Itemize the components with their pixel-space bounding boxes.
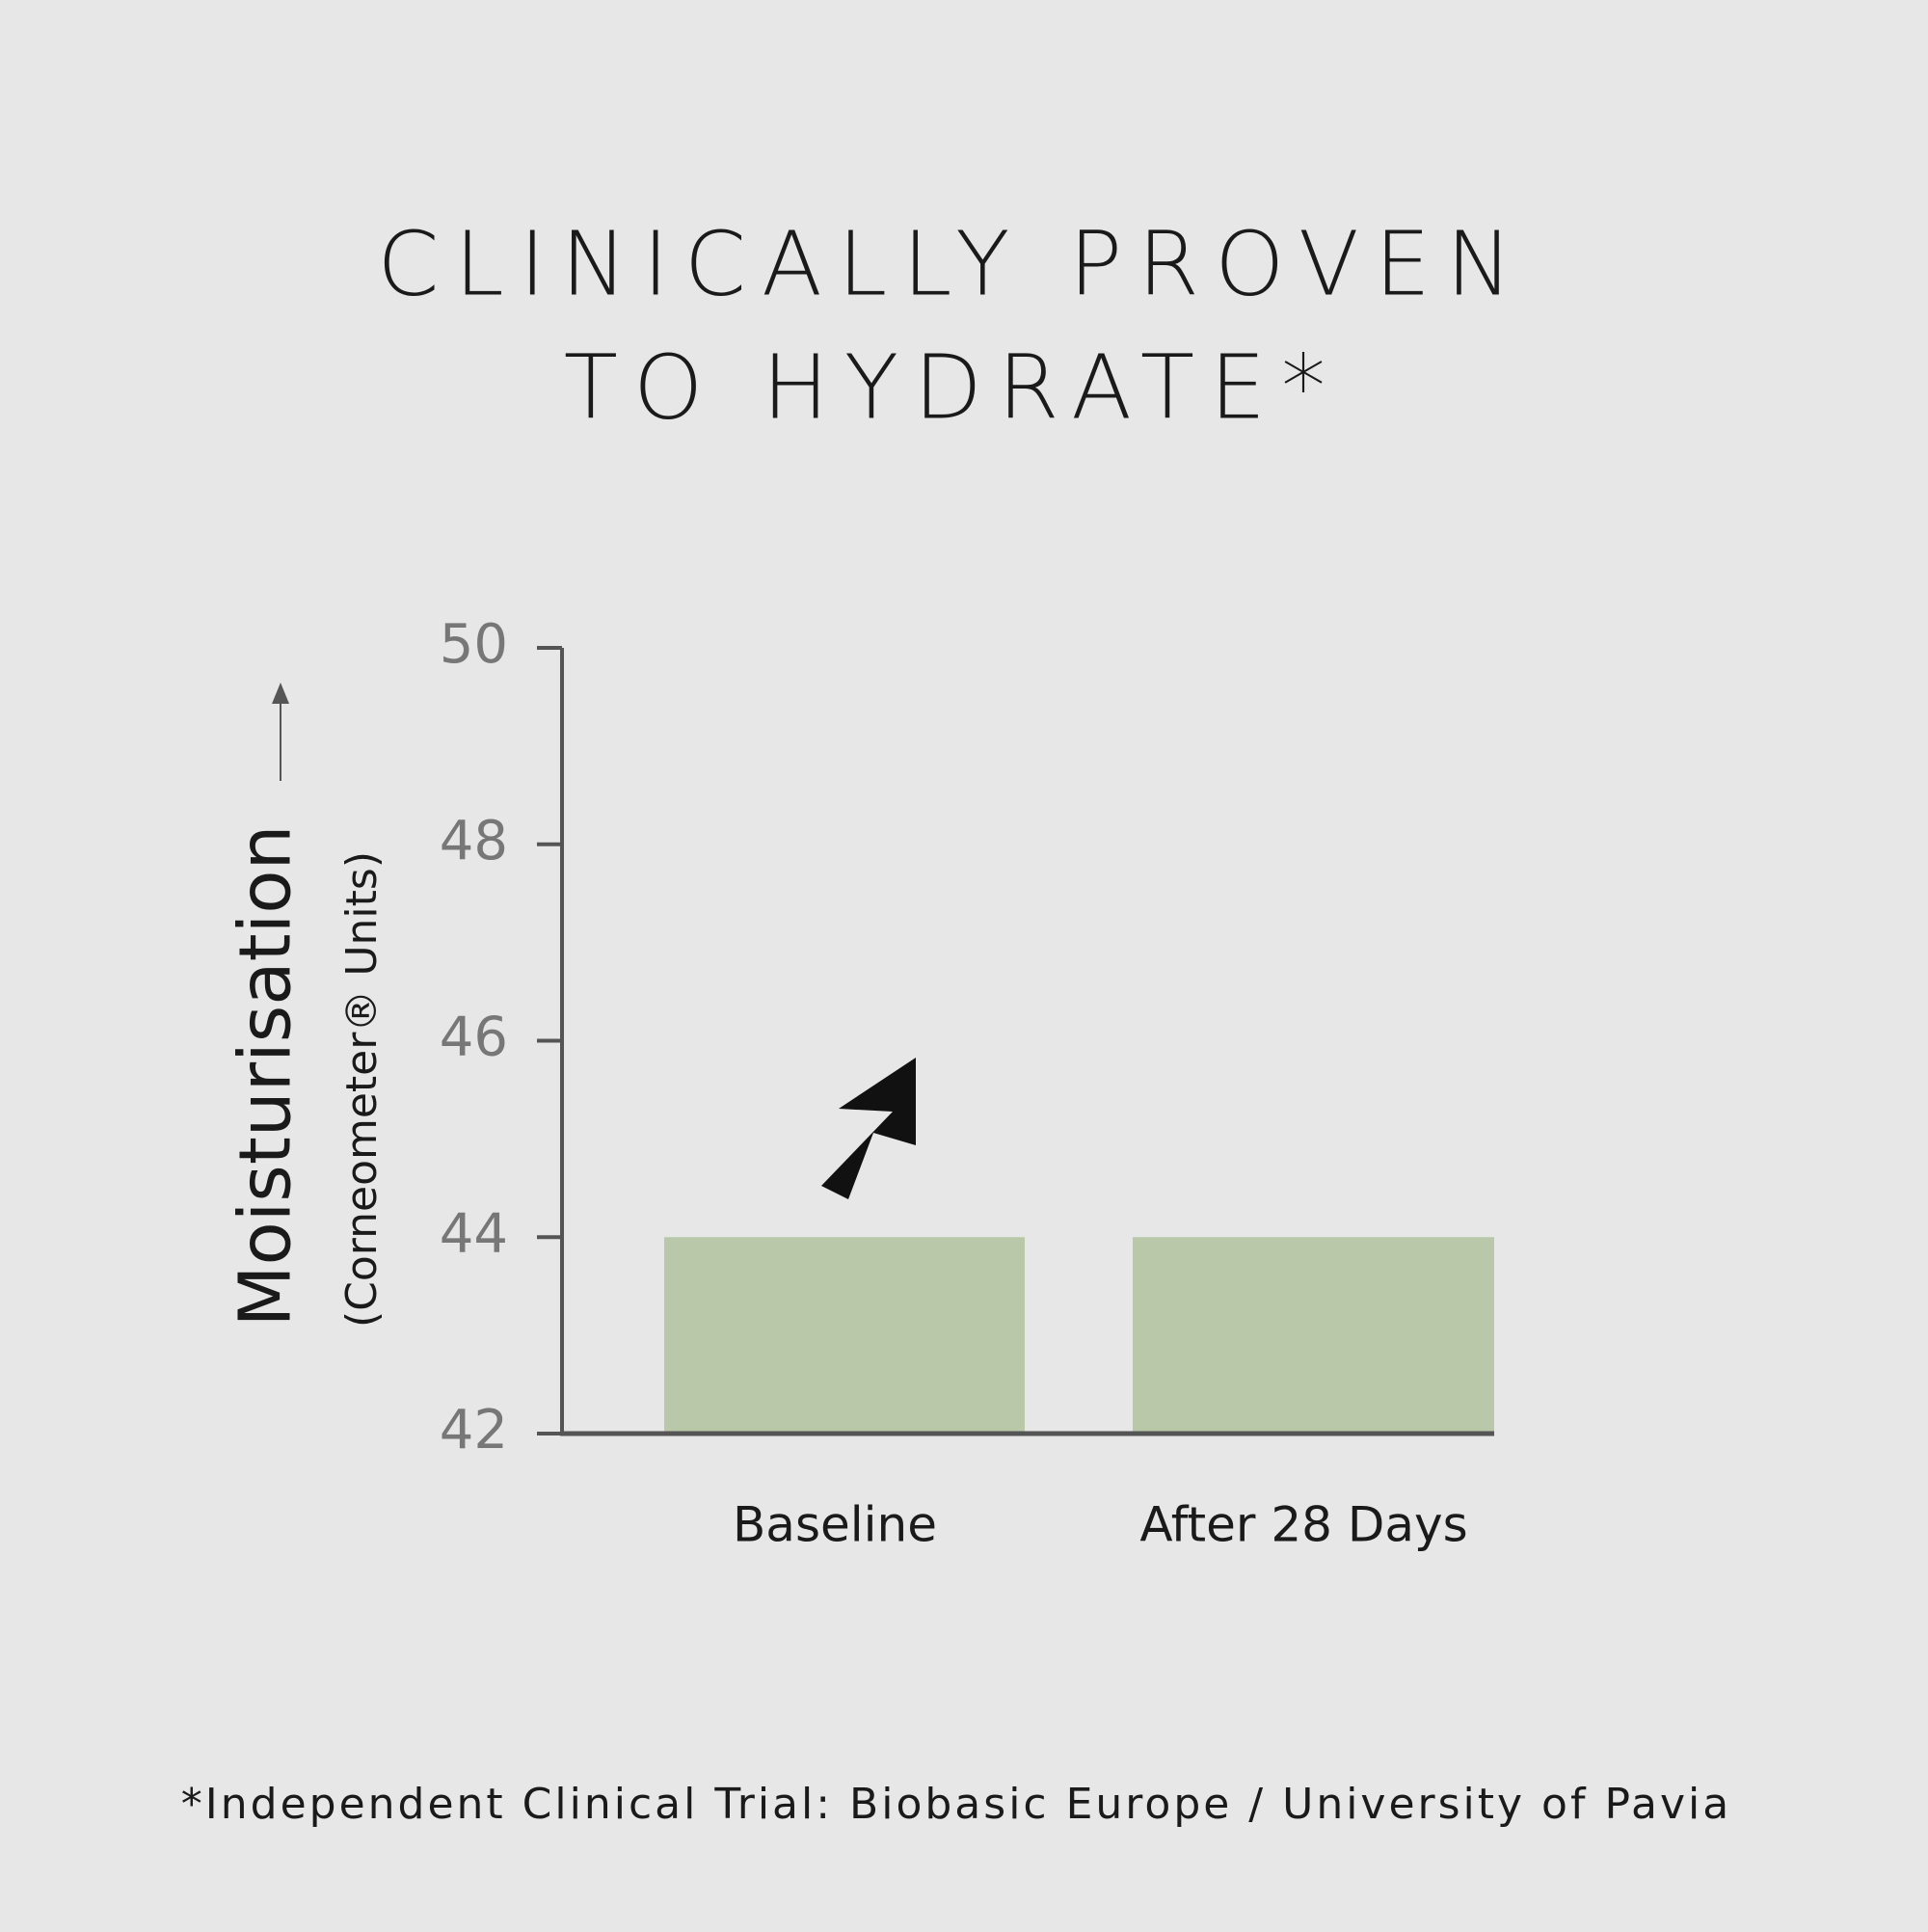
increase-arrow	[821, 1058, 916, 1199]
chart-title: TO HYDRATE*	[564, 336, 1341, 440]
y-tick-label: 42	[440, 1399, 508, 1462]
chart-title: CLINICALLY PROVEN	[377, 213, 1528, 316]
y-tick-label: 44	[440, 1202, 508, 1265]
y-axis-sublabel: (Corneometer® Units)	[337, 851, 387, 1328]
y-tick-label: 46	[440, 1006, 508, 1069]
y-axis-label: Moisturisation	[225, 825, 308, 1328]
axis-arrow-head	[272, 683, 289, 704]
y-tick-label: 50	[440, 613, 508, 676]
bar	[1133, 1237, 1494, 1434]
y-tick-label: 48	[440, 810, 508, 872]
footnote: *Independent Clinical Trial: Biobasic Eu…	[181, 1780, 1731, 1829]
x-tick-label: Baseline	[733, 1497, 937, 1553]
bar	[664, 1237, 1025, 1434]
x-tick-label: After 28 Days	[1139, 1497, 1467, 1553]
